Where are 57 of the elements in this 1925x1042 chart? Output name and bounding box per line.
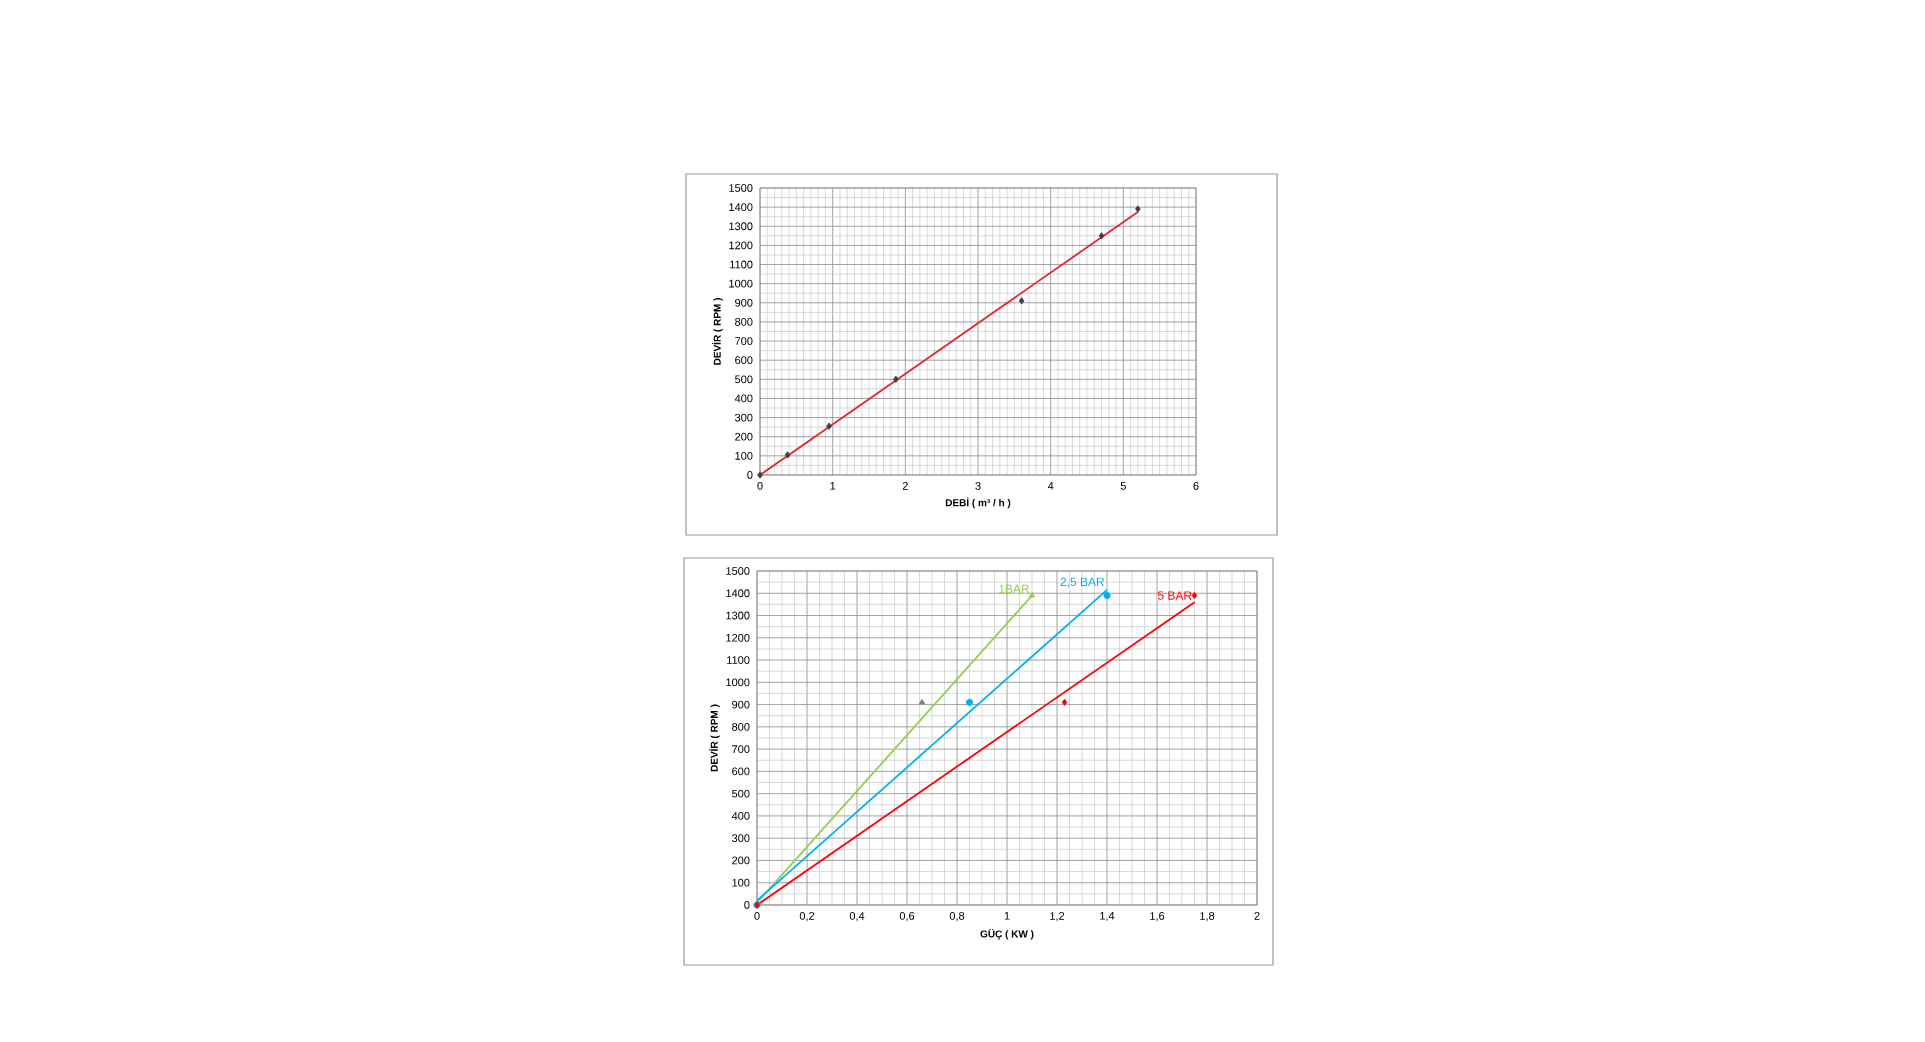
y-tick-label: 300	[732, 834, 750, 843]
y-tick-label: 1000	[726, 678, 750, 687]
y-tick-label: 900	[735, 298, 753, 307]
y-tick-label: 1200	[729, 241, 753, 250]
y-tick-label: 200	[735, 432, 753, 441]
y-axis-title: DEVİR ( RPM )	[712, 298, 723, 365]
y-tick-label: 400	[731, 812, 750, 820]
x-tick-label: 1,8	[1200, 912, 1215, 922]
y-tick-label: 600	[735, 356, 753, 365]
x-tick-label: 2	[1254, 912, 1260, 920]
y-tick-label: 1200	[726, 633, 750, 642]
x-tick-label: 1	[1004, 912, 1010, 920]
y-tick-label: 700	[732, 745, 750, 753]
series-label: 2,5 BAR	[1060, 577, 1105, 588]
x-tick-label: 1,4	[1100, 912, 1115, 922]
x-tick-label: 1	[830, 482, 836, 490]
x-tick-label: 0,6	[899, 912, 915, 922]
x-axis-title: GÜÇ ( KW )	[980, 928, 1034, 940]
y-tick-label: 1100	[730, 260, 753, 269]
x-tick-label: 0,2	[799, 912, 815, 922]
y-tick-label: 500	[732, 789, 750, 798]
y-tick-label: 100	[732, 878, 750, 887]
x-axis-title: DEBİ ( m³ / h )	[945, 497, 1011, 509]
y-tick-label: 500	[735, 375, 753, 384]
y-tick-label: 1100	[727, 656, 750, 664]
y-tick-label: 1400	[729, 203, 753, 211]
y-tick-label: 1500	[729, 184, 753, 192]
x-tick-label: 5	[1120, 482, 1126, 490]
y-tick-label: 1000	[729, 279, 753, 288]
y-tick-label: 1500	[726, 567, 750, 575]
series-label: 5 BAR	[1157, 591, 1192, 600]
series-label: 1BAR	[999, 584, 1030, 594]
y-tick-label: 800	[735, 318, 753, 326]
x-tick-label: 0	[757, 482, 763, 490]
x-tick-label: 0,8	[949, 912, 965, 922]
x-tick-label: 0	[754, 912, 760, 920]
y-tick-label: 1300	[726, 611, 750, 620]
y-tick-label: 600	[732, 767, 750, 776]
x-tick-label: 2	[902, 482, 908, 490]
y-tick-label: 300	[735, 413, 753, 422]
y-tick-label: 900	[732, 700, 750, 709]
y-tick-label: 1300	[729, 222, 753, 231]
x-tick-label: 3	[975, 482, 981, 490]
y-tick-label: 1400	[726, 589, 750, 598]
y-tick-label: 200	[732, 856, 750, 865]
y-tick-label: 100	[735, 451, 753, 460]
x-tick-label: 4	[1047, 482, 1054, 490]
y-tick-label: 800	[732, 722, 750, 731]
x-tick-label: 1,2	[1050, 912, 1065, 922]
x-tick-label: 6	[1193, 482, 1199, 490]
y-tick-label: 0	[744, 901, 750, 909]
y-tick-label: 700	[735, 337, 753, 345]
x-tick-label: 1,6	[1150, 912, 1165, 922]
y-tick-label: 400	[734, 394, 753, 403]
y-tick-label: 0	[747, 471, 753, 479]
y-axis-title: DEVİR ( RPM )	[709, 704, 720, 772]
x-tick-label: 0,4	[849, 912, 865, 922]
